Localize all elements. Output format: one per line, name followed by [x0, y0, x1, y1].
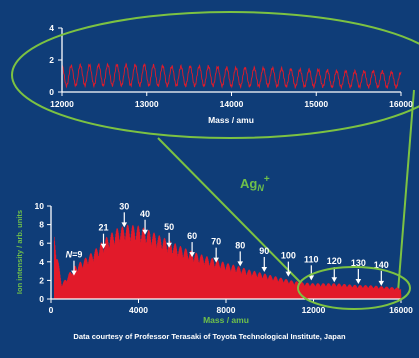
zoom-connector-right	[397, 89, 415, 293]
peak-label-group: N=9	[66, 250, 83, 276]
main-x-axis-label: Mass / amu	[203, 315, 249, 325]
peak-arrow-head	[100, 243, 107, 249]
peak-label-group: 100	[281, 251, 296, 277]
species-annotation: AgN+	[240, 174, 270, 193]
main-y-tick-label: 10	[35, 201, 45, 211]
main-y-tick-label: 4	[39, 257, 44, 267]
main-chart: 0 4000 8000 12000 16000 0 2 4 6 8 10 Mass / amu I…	[15, 174, 413, 325]
peak-label-group: 21	[98, 223, 109, 249]
inset-x-axis-label: Mass / amu	[208, 115, 254, 125]
main-spectrum	[54, 224, 402, 299]
peak-label: 120	[327, 256, 342, 266]
peak-label-group: 130	[351, 258, 366, 285]
peak-label: 80	[235, 240, 245, 250]
main-y-tick-label: 0	[39, 294, 44, 304]
inset-spectrum-trace	[61, 62, 402, 90]
peak-label: 70	[211, 237, 221, 247]
peak-label: 40	[140, 209, 150, 219]
inset-chart: 12000 13000 14000 15000 16000 0 2 4 Mass / amu	[49, 23, 413, 125]
peak-label-group: 80	[235, 240, 245, 267]
zoom-region-ellipse	[297, 266, 411, 310]
peak-arrow-head	[237, 261, 244, 267]
inset-x-tick-label: 14000	[220, 99, 244, 109]
peak-arrow-head	[71, 270, 77, 276]
peak-label: 140	[374, 260, 389, 270]
peak-arrow-head	[378, 280, 385, 286]
peak-label: 50	[164, 222, 174, 232]
peak-arrow-head	[331, 277, 338, 283]
peak-label-group: 30	[119, 201, 129, 228]
peak-label-group: 60	[187, 231, 197, 258]
peak-arrow-head	[285, 271, 292, 277]
main-spectrum-trace	[54, 224, 402, 299]
main-x-tick-label: 12000	[302, 305, 326, 315]
inset-x-tick-label: 15000	[304, 99, 328, 109]
main-x-tick-label: 16000	[389, 305, 413, 315]
peak-label-variable: N	[66, 250, 73, 260]
peak-label-value: =9	[72, 250, 82, 260]
peak-label-group: 40	[140, 209, 150, 235]
inset-x-tick-label: 12000	[50, 99, 74, 109]
peak-label: 21	[98, 223, 108, 233]
peak-label: N=9	[66, 250, 83, 260]
peak-arrow-head	[121, 222, 128, 228]
species-symbol: Ag	[240, 176, 257, 191]
main-y-tick-label: 8	[39, 220, 44, 230]
inset-y-tick-label: 2	[49, 55, 54, 65]
peak-arrow-head	[142, 229, 148, 235]
inset-highlight-ellipse	[11, 11, 419, 139]
species-subscript: N	[257, 183, 264, 193]
peak-label: 130	[351, 258, 366, 268]
peak-label: 110	[304, 254, 319, 264]
main-x-tick-label: 4000	[129, 305, 148, 315]
species-charge: +	[264, 174, 270, 185]
peak-label: 60	[187, 231, 197, 241]
peak-label: 90	[259, 246, 269, 256]
main-x-tick-label: 8000	[217, 305, 236, 315]
peak-arrow-head	[166, 242, 172, 248]
peak-label-group: 90	[259, 246, 269, 272]
credit-line: Data courtesy of Professor Terasaki of T…	[73, 332, 346, 341]
main-x-tick-label: 0	[49, 305, 54, 315]
inset-spectrum	[61, 62, 402, 90]
peak-label-group: 70	[211, 237, 221, 263]
inset-y-tick-label: 0	[49, 87, 54, 97]
peak-arrow-head	[189, 252, 195, 258]
inset-x-tick-label: 13000	[135, 99, 159, 109]
peak-label-group: 50	[164, 222, 174, 248]
peak-arrow-head	[213, 257, 219, 263]
peak-arrow-head	[308, 275, 315, 281]
main-y-tick-label: 2	[39, 275, 44, 285]
peak-label: 30	[119, 201, 129, 211]
peak-label: 100	[281, 251, 296, 261]
main-y-axis-label: Ion intensity / arb. units	[15, 210, 24, 294]
peak-arrow-head	[261, 266, 268, 272]
zoom-connector-left	[157, 137, 303, 285]
inset-x-tick-label: 16000	[389, 99, 413, 109]
main-y-tick-label: 6	[39, 238, 44, 248]
peak-arrow-head	[355, 279, 362, 285]
inset-y-tick-label: 4	[49, 23, 54, 33]
peak-label-group: 140	[374, 260, 389, 286]
